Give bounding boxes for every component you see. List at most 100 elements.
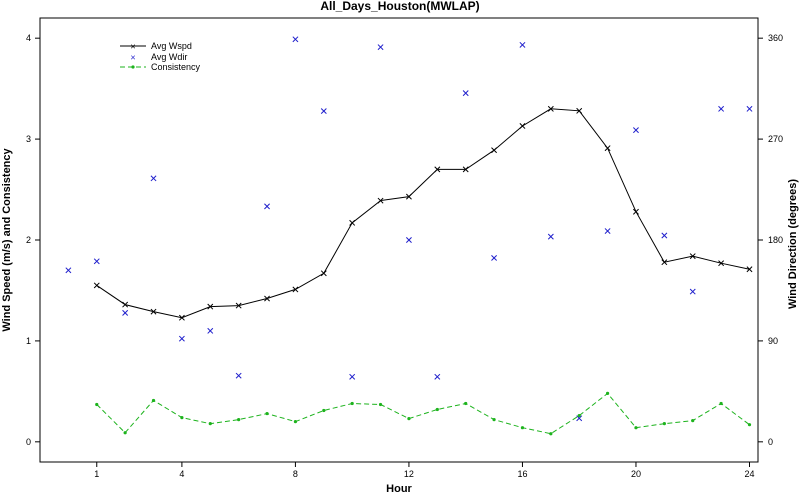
x-tick-label: 4 xyxy=(179,469,184,479)
data-point-consistency xyxy=(492,418,496,422)
data-point-avg-wdir xyxy=(405,237,412,243)
data-point-avg-wdir xyxy=(576,415,583,422)
x-tick-label: 20 xyxy=(631,469,641,479)
data-point-avg-wdir xyxy=(65,267,72,274)
data-point-consistency xyxy=(265,411,269,416)
data-point-avg-wspd xyxy=(122,301,129,308)
data-point-avg-wspd xyxy=(746,266,753,273)
y-tick-right-label: 270 xyxy=(768,134,783,144)
data-point-consistency xyxy=(662,422,666,426)
data-point-avg-wdir xyxy=(377,44,384,51)
data-point-avg-wdir xyxy=(207,327,214,334)
data-point-avg-wspd xyxy=(718,260,725,267)
data-point-avg-wdir xyxy=(718,105,725,112)
y-axis-left-label: Wind Speed (m/s) and Consistency xyxy=(1,147,13,331)
legend-marker-consistency xyxy=(131,65,135,69)
legend-marker-avg-wdir: × xyxy=(130,53,135,63)
data-point-consistency xyxy=(322,408,326,413)
data-point-avg-wdir xyxy=(320,108,327,115)
data-point-consistency xyxy=(378,402,383,407)
legend-label-avg-wspd: Avg Wspd xyxy=(151,41,192,51)
data-point-avg-wspd xyxy=(150,308,157,315)
data-point-avg-wdir xyxy=(150,175,157,182)
data-point-avg-wspd xyxy=(519,123,526,129)
data-point-avg-wspd xyxy=(235,302,242,309)
y-axis-right-label: Wind Direction (degrees) xyxy=(787,179,799,309)
data-point-consistency xyxy=(719,401,723,406)
data-point-avg-wdir xyxy=(264,203,270,210)
data-point-avg-wdir xyxy=(491,254,498,261)
y-tick-right-label: 180 xyxy=(768,235,783,245)
data-point-consistency xyxy=(634,426,638,430)
data-point-avg-wspd xyxy=(547,105,554,112)
data-point-avg-wdir xyxy=(93,258,100,265)
data-point-avg-wspd xyxy=(434,166,441,173)
data-point-avg-wdir xyxy=(178,335,185,342)
y-tick-left-label: 2 xyxy=(26,235,31,245)
data-point-avg-wspd xyxy=(491,147,498,154)
legend-marker-avg-wspd: × xyxy=(130,42,135,52)
data-point-avg-wdir xyxy=(122,309,129,316)
data-point-avg-wspd xyxy=(576,107,583,114)
data-point-consistency xyxy=(605,391,610,395)
data-point-consistency xyxy=(123,431,127,435)
data-point-avg-wspd xyxy=(377,197,384,204)
data-point-avg-wspd xyxy=(604,145,611,152)
y-tick-left-label: 4 xyxy=(26,33,31,43)
x-axis-label: Hour xyxy=(386,483,412,495)
data-point-avg-wdir xyxy=(434,373,441,380)
data-point-consistency xyxy=(691,419,695,423)
data-point-consistency xyxy=(180,416,184,420)
data-point-avg-wdir xyxy=(604,228,611,234)
legend-label-avg-wdir: Avg Wdir xyxy=(151,52,187,62)
data-point-avg-wdir xyxy=(689,288,696,295)
data-point-avg-wspd xyxy=(349,219,356,226)
data-point-avg-wdir xyxy=(633,127,639,134)
data-point-avg-wdir xyxy=(746,105,753,112)
x-tick-label: 1 xyxy=(94,469,99,479)
data-point-consistency xyxy=(293,420,298,424)
data-point-avg-wspd xyxy=(178,314,185,321)
data-point-consistency xyxy=(350,401,354,406)
data-point-consistency xyxy=(747,423,752,427)
data-point-avg-wspd xyxy=(320,270,327,277)
data-point-avg-wspd xyxy=(93,282,100,289)
data-point-avg-wspd xyxy=(661,259,668,266)
data-point-avg-wspd xyxy=(689,253,696,260)
y-tick-right-label: 360 xyxy=(768,33,783,43)
y-tick-left-label: 3 xyxy=(26,134,31,144)
data-point-consistency xyxy=(407,417,411,421)
data-point-consistency xyxy=(237,418,241,422)
data-point-avg-wspd xyxy=(264,295,270,302)
data-point-avg-wspd xyxy=(462,166,469,173)
data-point-avg-wspd xyxy=(207,303,214,310)
legend-label-consistency: Consistency xyxy=(151,62,201,72)
data-point-avg-wspd xyxy=(633,208,639,215)
y-axis-left: 0 1 2 3 4 xyxy=(26,33,40,447)
data-point-consistency xyxy=(520,426,525,430)
data-point-avg-wdir xyxy=(349,373,356,380)
y-tick-right-label: 0 xyxy=(768,437,773,447)
data-point-consistency xyxy=(151,398,156,403)
series-line-avg-wspd xyxy=(96,108,750,319)
data-point-consistency xyxy=(435,407,439,412)
legend: × Avg Wspd × Avg Wdir Consistency xyxy=(120,41,201,72)
data-point-avg-wdir xyxy=(292,36,299,43)
x-tick-label: 24 xyxy=(744,469,754,479)
x-axis: 1 4 8 12 16 20 24 xyxy=(94,462,754,479)
y-axis-right: 0 90 180 270 360 xyxy=(758,33,783,447)
x-tick-label: 8 xyxy=(293,469,298,479)
data-point-consistency xyxy=(464,401,468,406)
y-tick-right-label: 90 xyxy=(768,336,778,346)
data-point-avg-wdir xyxy=(235,372,242,379)
data-point-consistency xyxy=(208,422,212,426)
y-tick-left-label: 0 xyxy=(26,437,31,447)
data-point-avg-wspd xyxy=(405,193,412,200)
data-point-consistency xyxy=(577,413,581,418)
data-point-avg-wdir xyxy=(661,232,668,239)
data-point-avg-wdir xyxy=(519,41,526,48)
x-tick-label: 16 xyxy=(517,469,527,479)
data-point-consistency xyxy=(95,402,99,407)
plot-frame xyxy=(39,17,759,463)
